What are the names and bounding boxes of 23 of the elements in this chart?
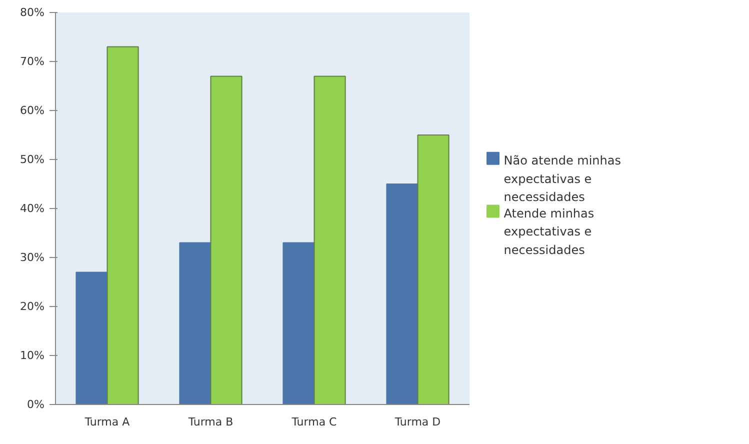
y-tick-label: 50%	[20, 153, 45, 166]
y-tick-label: 80%	[20, 6, 45, 19]
bar	[282, 242, 315, 404]
y-tick-label: 40%	[20, 202, 45, 215]
bar	[386, 184, 418, 404]
bar	[210, 76, 242, 404]
x-tick-label: Turma D	[394, 416, 441, 428]
legend-label: Atende minhas expectativas e necessidades	[504, 206, 594, 257]
bar	[106, 46, 139, 404]
y-tick-label: 30%	[20, 251, 45, 264]
y-tick-label: 0%	[27, 398, 44, 411]
x-tick-label: Turma B	[187, 416, 234, 428]
bar	[76, 272, 108, 404]
legend-label: Não atende minhas expectativas e necessidades	[504, 154, 621, 204]
bar	[314, 76, 346, 404]
x-tick-label: Turma C	[290, 416, 338, 428]
bar	[417, 134, 450, 404]
x-tick-label: Turma A	[84, 416, 130, 428]
y-tick-label: 20%	[20, 300, 45, 313]
y-tick-label: 60%	[20, 104, 45, 117]
y-tick-label: 70%	[20, 55, 45, 68]
bar	[179, 242, 212, 404]
y-tick-label: 10%	[20, 349, 45, 362]
